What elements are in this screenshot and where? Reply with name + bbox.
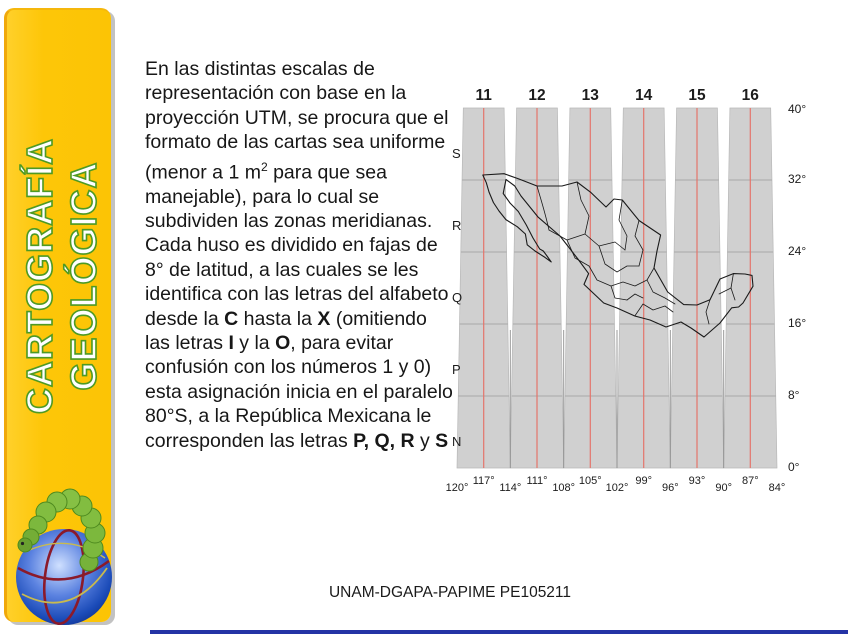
zone-boundary-lines <box>509 330 725 468</box>
lon-degree-label: 93° <box>689 475 706 487</box>
sidebar-title-line2: GEOLÓGICA <box>62 161 105 392</box>
lon-degree-label: 96° <box>662 482 679 494</box>
lon-degree-label: 84° <box>769 482 786 494</box>
central-meridian-lines <box>483 108 751 468</box>
lat-degree-label: 40° <box>788 102 806 116</box>
lon-degree-label: 117° <box>473 475 495 487</box>
lon-degree-label: 114° <box>499 482 521 494</box>
body-text: En las distintas escalas de representaci… <box>145 57 455 453</box>
mexico-outline <box>482 173 754 338</box>
lon-degree-label: 99° <box>635 475 652 487</box>
lat-degree-label: 0° <box>788 460 800 474</box>
sidebar-title: CARTOGRAFÍA GEOLÓGICA <box>14 111 110 441</box>
lon-degree-label: 105° <box>579 475 602 487</box>
lon-degree-label: 111° <box>526 475 547 487</box>
lat-letter-label: P <box>452 362 461 377</box>
footer-text: UNAM-DGAPA-PAPIME PE105211 <box>328 584 572 601</box>
lat-letter-label: R <box>452 218 461 233</box>
lon-degree-label: 90° <box>715 482 732 494</box>
caterpillar-icon <box>17 488 106 572</box>
lat-degree-label: 32° <box>788 172 806 186</box>
latitude-letters: S R Q P N <box>452 146 462 449</box>
lat-letter-label: N <box>452 434 461 449</box>
body-paragraph: En las distintas escalas de representaci… <box>145 58 449 232</box>
zone-number: 11 <box>476 87 493 104</box>
lon-degree-label: 102° <box>606 482 629 494</box>
lat-letter-label: Q <box>452 290 462 305</box>
zone-number: 15 <box>688 87 706 104</box>
zone-number: 16 <box>742 87 760 104</box>
zone-number: 13 <box>582 87 600 104</box>
utm-zones-map: 11 12 13 14 15 16 S R Q P N 40° 32° 24° … <box>446 87 807 494</box>
lat-degree-label: 16° <box>788 316 806 330</box>
lon-degree-label: 120° <box>446 482 469 494</box>
zone-number: 14 <box>635 87 653 104</box>
latitude-degrees: 40° 32° 24° 16° 8° 0° <box>788 102 806 474</box>
logo <box>16 488 112 626</box>
sidebar-title-line1: CARTOGRAFÍA <box>18 137 61 415</box>
lat-degree-label: 24° <box>788 244 806 258</box>
zone-numbers: 11 12 13 14 15 16 <box>476 87 760 104</box>
lat-letter-label: S <box>452 146 461 161</box>
longitude-degrees: 120° 117° 114° 111° 108° 105° 102° 99° 9… <box>446 475 786 494</box>
lon-degree-label: 108° <box>552 482 575 494</box>
lat-degree-label: 8° <box>788 388 800 402</box>
body-paragraph: Cada huso es dividido en fajas de 8° de … <box>145 234 453 452</box>
zone-number: 12 <box>528 87 545 104</box>
sidebar: CARTOGRAFÍA GEOLÓGICA <box>4 8 112 626</box>
bottom-accent-line <box>150 630 848 634</box>
lon-degree-label: 87° <box>742 475 759 487</box>
